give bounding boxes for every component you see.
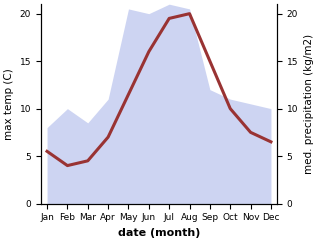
X-axis label: date (month): date (month) — [118, 228, 200, 238]
Y-axis label: max temp (C): max temp (C) — [4, 68, 14, 140]
Y-axis label: med. precipitation (kg/m2): med. precipitation (kg/m2) — [304, 34, 314, 174]
